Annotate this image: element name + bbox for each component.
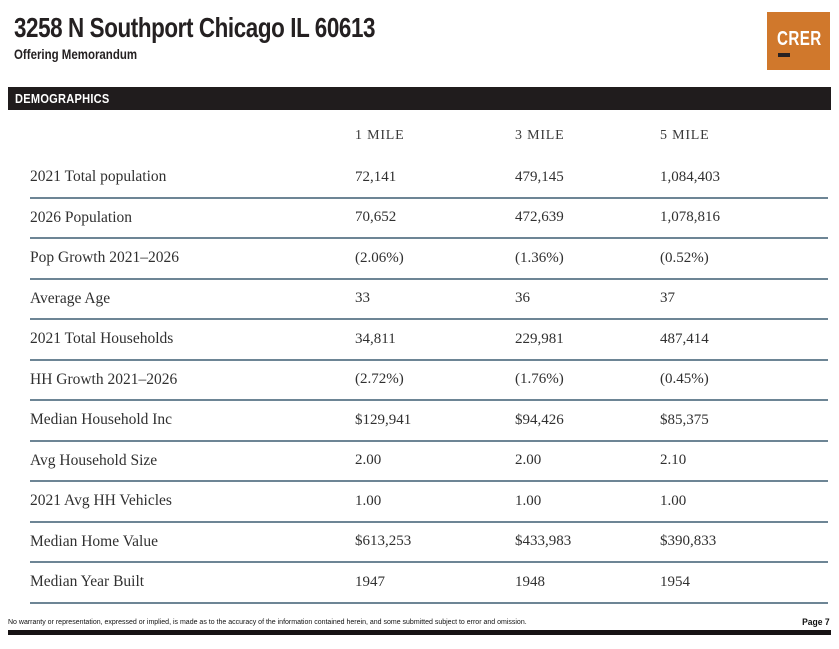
table-row: Median Home Value $613,253 $433,983 $390… [30,523,828,563]
footer-bar [8,630,831,635]
row-value-1-mile: 72,141 [355,168,397,185]
row-value-1-mile: 1.00 [355,492,382,509]
page-subtitle: Offering Memorandum [14,47,138,62]
row-label: Median Household Inc [30,411,173,429]
row-label: 2021 Avg HH Vehicles [30,492,172,510]
row-value-1-mile: $129,941 [355,411,412,428]
row-value-1-mile: (2.72%) [355,371,404,388]
row-value-3-mile: $94,426 [515,411,564,428]
row-value-5-mile: 1,084,403 [660,168,720,185]
row-value-5-mile: 487,414 [660,330,709,347]
table-row: 2021 Avg HH Vehicles 1.00 1.00 1.00 [30,482,828,523]
row-value-3-mile: $433,983 [515,533,572,550]
row-value-3-mile: (1.36%) [515,249,564,266]
row-value-1-mile: $613,253 [355,533,412,550]
row-value-1-mile: 33 [355,290,370,307]
row-value-5-mile: 1954 [660,573,690,590]
row-label: Median Year Built [30,573,145,591]
row-value-3-mile: (1.76%) [515,371,564,388]
footer-disclaimer: No warranty or representation, expressed… [8,619,527,626]
table-row: HH Growth 2021–2026 (2.72%) (1.76%) (0.4… [30,361,828,401]
crer-logo-text: CRER [777,28,822,50]
section-header-bar: DEMOGRAPHICS [8,87,831,110]
row-label: 2021 Total Households [30,330,174,348]
crer-logo-dash [778,53,790,57]
column-header-3-mile: 3 MILE [515,128,565,143]
row-value-5-mile: (0.52%) [660,249,709,266]
row-label: Pop Growth 2021–2026 [30,249,179,267]
row-value-5-mile: 1.00 [660,492,687,509]
row-value-5-mile: (0.45%) [660,371,709,388]
row-value-3-mile: 1948 [515,573,545,590]
row-value-3-mile: 229,981 [515,330,564,347]
row-value-5-mile: 2.10 [660,452,687,469]
table-header-row: 1 MILE 3 MILE 5 MILE [30,125,828,158]
row-label: HH Growth 2021–2026 [30,370,178,388]
crer-logo: CRER [767,12,830,70]
table-body: 2021 Total population 72,141 479,145 1,0… [30,158,828,604]
section-header-label: DEMOGRAPHICS [15,91,110,106]
row-value-1-mile: (2.06%) [355,249,404,266]
footer-page-number: Page 7 [802,617,830,628]
column-header-1-mile: 1 MILE [355,128,405,143]
table-row: 2021 Total Households 34,811 229,981 487… [30,320,828,361]
table-row: Pop Growth 2021–2026 (2.06%) (1.36%) (0.… [30,239,828,280]
row-label: Median Home Value [30,532,158,550]
row-value-3-mile: 479,145 [515,168,564,185]
table-row: Average Age 33 36 37 [30,280,828,320]
row-value-1-mile: 34,811 [355,330,396,347]
column-header-5-mile: 5 MILE [660,128,710,143]
table-row: 2026 Population 70,652 472,639 1,078,816 [30,199,828,239]
table-row: Median Year Built 1947 1948 1954 [30,563,828,604]
table-row: Avg Household Size 2.00 2.00 2.10 [30,442,828,482]
demographics-table: 1 MILE 3 MILE 5 MILE 2021 Total populati… [30,125,828,604]
row-label: 2026 Population [30,208,133,226]
row-value-5-mile: 37 [660,290,675,307]
row-label: Avg Household Size [30,451,158,469]
table-row: Median Household Inc $129,941 $94,426 $8… [30,401,828,442]
row-label: Average Age [30,289,111,307]
row-value-5-mile: 1,078,816 [660,209,720,226]
row-value-1-mile: 70,652 [355,209,397,226]
row-label: 2021 Total population [30,168,167,186]
row-value-1-mile: 2.00 [355,452,382,469]
row-value-3-mile: 1.00 [515,492,542,509]
row-value-5-mile: $390,833 [660,533,717,550]
row-value-3-mile: 472,639 [515,209,564,226]
row-value-5-mile: $85,375 [660,411,709,428]
page-title: 3258 N Southport Chicago IL 60613 [14,12,376,43]
table-row: 2021 Total population 72,141 479,145 1,0… [30,158,828,199]
row-value-1-mile: 1947 [355,573,385,590]
row-value-3-mile: 36 [515,290,530,307]
row-value-3-mile: 2.00 [515,452,542,469]
